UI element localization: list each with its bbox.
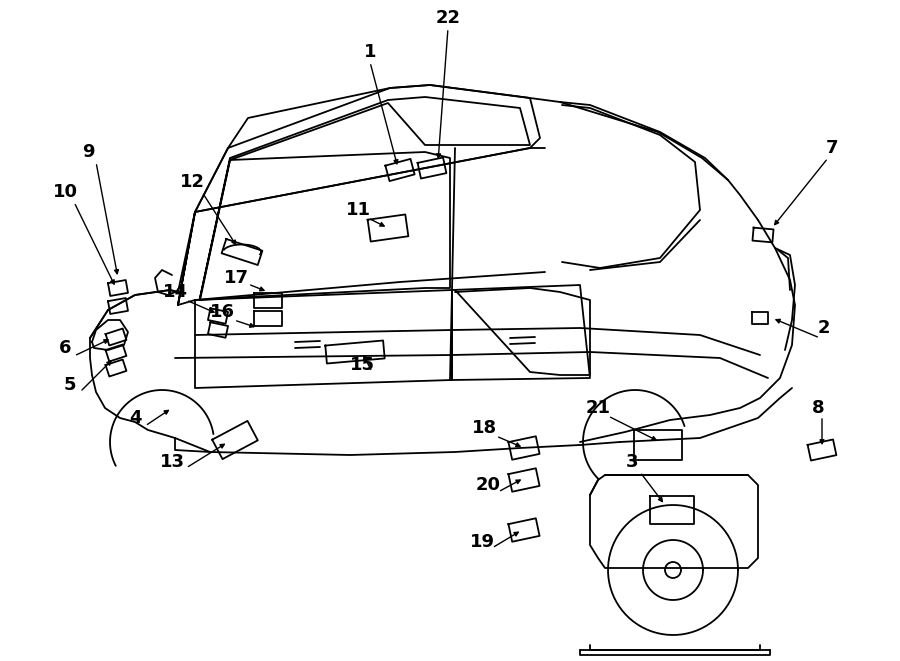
- Text: 6: 6: [58, 339, 71, 357]
- Text: 21: 21: [586, 399, 610, 417]
- Text: 22: 22: [436, 9, 461, 27]
- Text: 17: 17: [223, 269, 248, 287]
- Text: 8: 8: [812, 399, 824, 417]
- Text: 20: 20: [475, 476, 500, 494]
- Text: 18: 18: [472, 419, 498, 437]
- Text: 1: 1: [364, 43, 376, 61]
- Text: 14: 14: [163, 283, 187, 301]
- Text: 15: 15: [349, 356, 374, 374]
- Text: 2: 2: [818, 319, 830, 337]
- Text: 4: 4: [129, 409, 141, 427]
- Text: 9: 9: [82, 143, 94, 161]
- Text: 19: 19: [470, 533, 494, 551]
- Text: 12: 12: [179, 173, 204, 191]
- Text: 10: 10: [52, 183, 77, 201]
- Text: 5: 5: [64, 376, 76, 394]
- Text: 11: 11: [346, 201, 371, 219]
- Text: 7: 7: [826, 139, 838, 157]
- Text: 16: 16: [210, 303, 235, 321]
- Text: 3: 3: [626, 453, 638, 471]
- Text: 13: 13: [159, 453, 184, 471]
